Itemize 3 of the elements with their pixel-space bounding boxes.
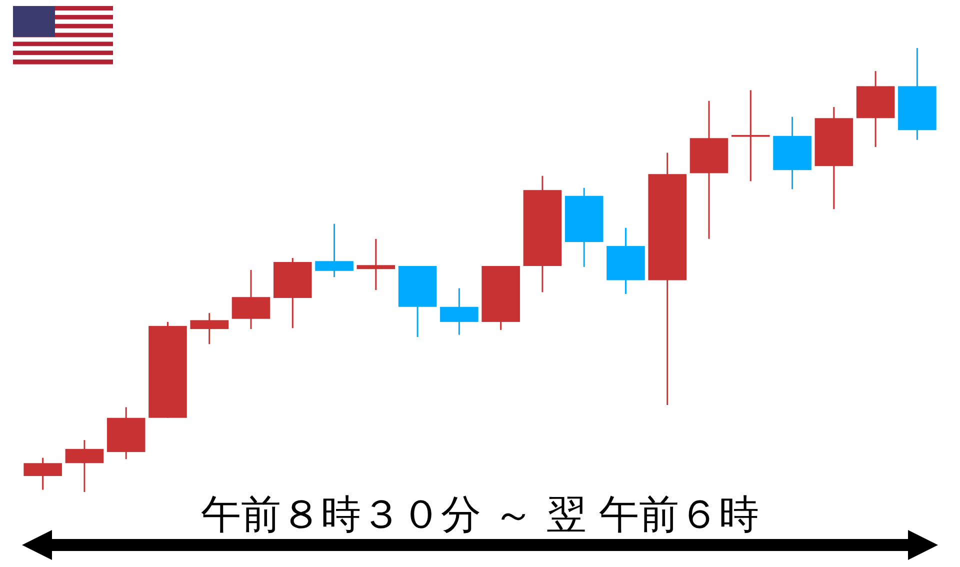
candlestick [356, 238, 396, 291]
candlestick [731, 89, 770, 182]
x-axis-title: 午前８時３０分 ～ 翌 午前６時 [200, 492, 760, 538]
